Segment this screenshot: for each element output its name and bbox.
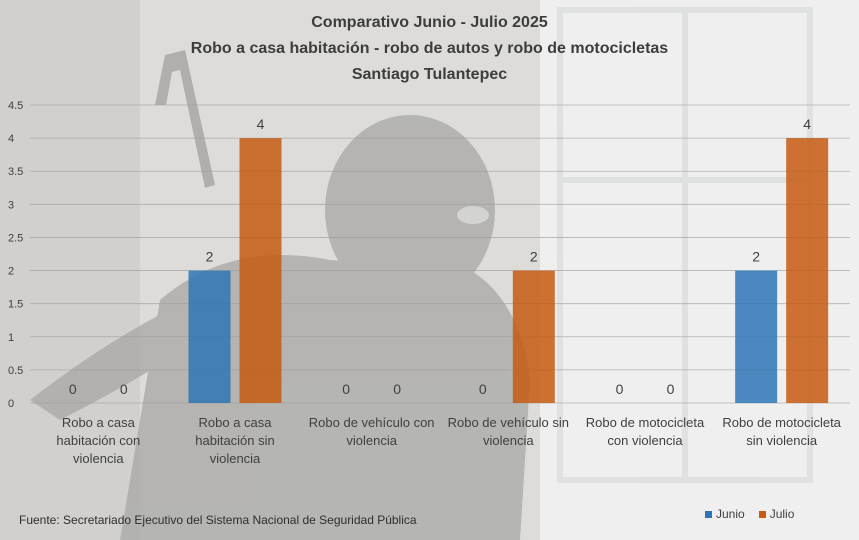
data-label: 0 (342, 381, 350, 397)
y-tick-label: 2 (8, 266, 14, 278)
legend-swatch-junio (705, 510, 712, 518)
bar-junio (188, 270, 231, 403)
x-tick-label: con violencia (607, 433, 683, 448)
x-axis: Robo a casa habitación con violencia Robo a… (56, 415, 841, 466)
data-label: 4 (257, 116, 265, 132)
source-note: Fuente: Secretariado Ejecutivo del Siste… (19, 513, 417, 527)
y-tick-label: 2.5 (8, 232, 23, 244)
data-labels: 0 0 2 4 0 0 0 2 0 0 2 4 (69, 116, 811, 397)
legend-label-julio: Julio (769, 507, 795, 521)
data-label: 0 (120, 381, 128, 397)
x-tick-label: violencia (346, 433, 397, 448)
data-label: 0 (479, 381, 487, 397)
data-label: 0 (69, 381, 77, 397)
data-label: 0 (393, 381, 401, 397)
y-tick-label: 0.5 (8, 365, 23, 377)
y-tick-label: 3 (8, 199, 14, 211)
x-tick-label: violencia (483, 433, 534, 448)
y-tick-label: 0 (8, 398, 14, 410)
bar-julio (512, 270, 555, 403)
gridlines (30, 104, 850, 404)
chart-title: Comparativo Junio - Julio 2025 (311, 14, 548, 31)
legend-item-junio: Junio (705, 507, 745, 521)
bar-julio (239, 138, 282, 403)
bar-julio (786, 138, 829, 403)
data-label: 0 (667, 381, 675, 397)
x-tick-label: habitación con (56, 433, 140, 448)
data-label: 2 (530, 249, 538, 265)
bar-junio (735, 270, 778, 403)
x-tick-label: Robo a casa (62, 415, 136, 430)
x-tick-label: sin violencia (746, 433, 818, 448)
y-tick-label: 4 (8, 133, 14, 145)
x-tick-label: violencia (73, 451, 124, 466)
data-label: 2 (752, 249, 760, 265)
data-label: 0 (616, 381, 624, 397)
legend-item-julio: Julio (758, 507, 795, 521)
y-tick-label: 1.5 (8, 299, 23, 311)
chart-location: Santiago Tulantepec (351, 66, 508, 83)
x-tick-label: Robo de motocicleta (586, 415, 705, 430)
x-tick-label: Robo de vehículo con (309, 415, 435, 430)
x-tick-label: Robo de motocicleta (722, 415, 841, 430)
legend: Junio Julio (705, 507, 794, 521)
legend-label-junio: Junio (716, 507, 745, 521)
x-tick-label: violencia (210, 451, 261, 466)
x-tick-label: habitación sin (195, 433, 275, 448)
data-label: 2 (206, 249, 214, 265)
data-label: 4 (803, 116, 811, 132)
y-tick-label: 4.5 (8, 100, 23, 112)
legend-swatch-julio (758, 510, 766, 518)
y-axis: 0 0.5 1 1.5 2 2.5 3 3.5 4 4.5 (8, 100, 23, 410)
y-tick-label: 1 (8, 332, 14, 344)
bars (188, 138, 829, 403)
y-tick-label: 3.5 (8, 166, 23, 178)
chart-subtitle: Robo a casa habitación - robo de autos y… (190, 40, 669, 57)
x-tick-label: Robo a casa (199, 415, 273, 430)
x-tick-label: Robo de vehículo sin (448, 415, 569, 430)
